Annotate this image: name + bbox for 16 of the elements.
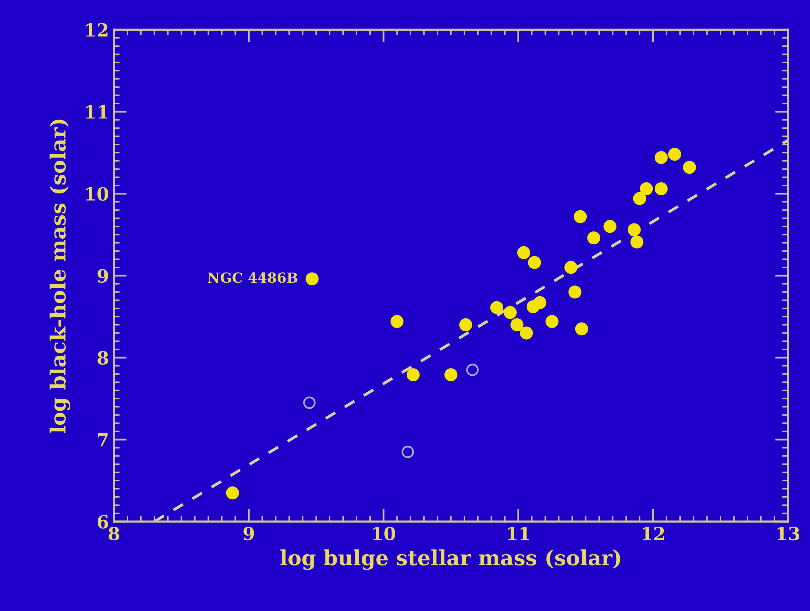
y-tick-label: 11 [86, 105, 108, 119]
x-tick-label: 10 [373, 526, 396, 541]
x-tick-label: 13 [778, 526, 800, 541]
y-tick-label: 8 [98, 351, 108, 365]
x-tick-label: 11 [508, 526, 530, 540]
annotation: NGC 4486B [208, 272, 298, 284]
x-tick-label: 8 [108, 526, 120, 541]
x-tick-label: 12 [642, 526, 664, 540]
y-tick-label: 6 [98, 515, 108, 529]
y-tick-label: 10 [86, 187, 109, 202]
x-tick-label: 9 [244, 526, 254, 541]
y-axis-title: log black-hole mass (solar) [50, 120, 70, 434]
y-tick-label: 9 [98, 269, 108, 283]
y-tick-label: 7 [98, 434, 108, 447]
y-tick-label: 12 [86, 23, 108, 37]
x-axis-title: log bulge stellar mass (solar) [280, 550, 620, 570]
